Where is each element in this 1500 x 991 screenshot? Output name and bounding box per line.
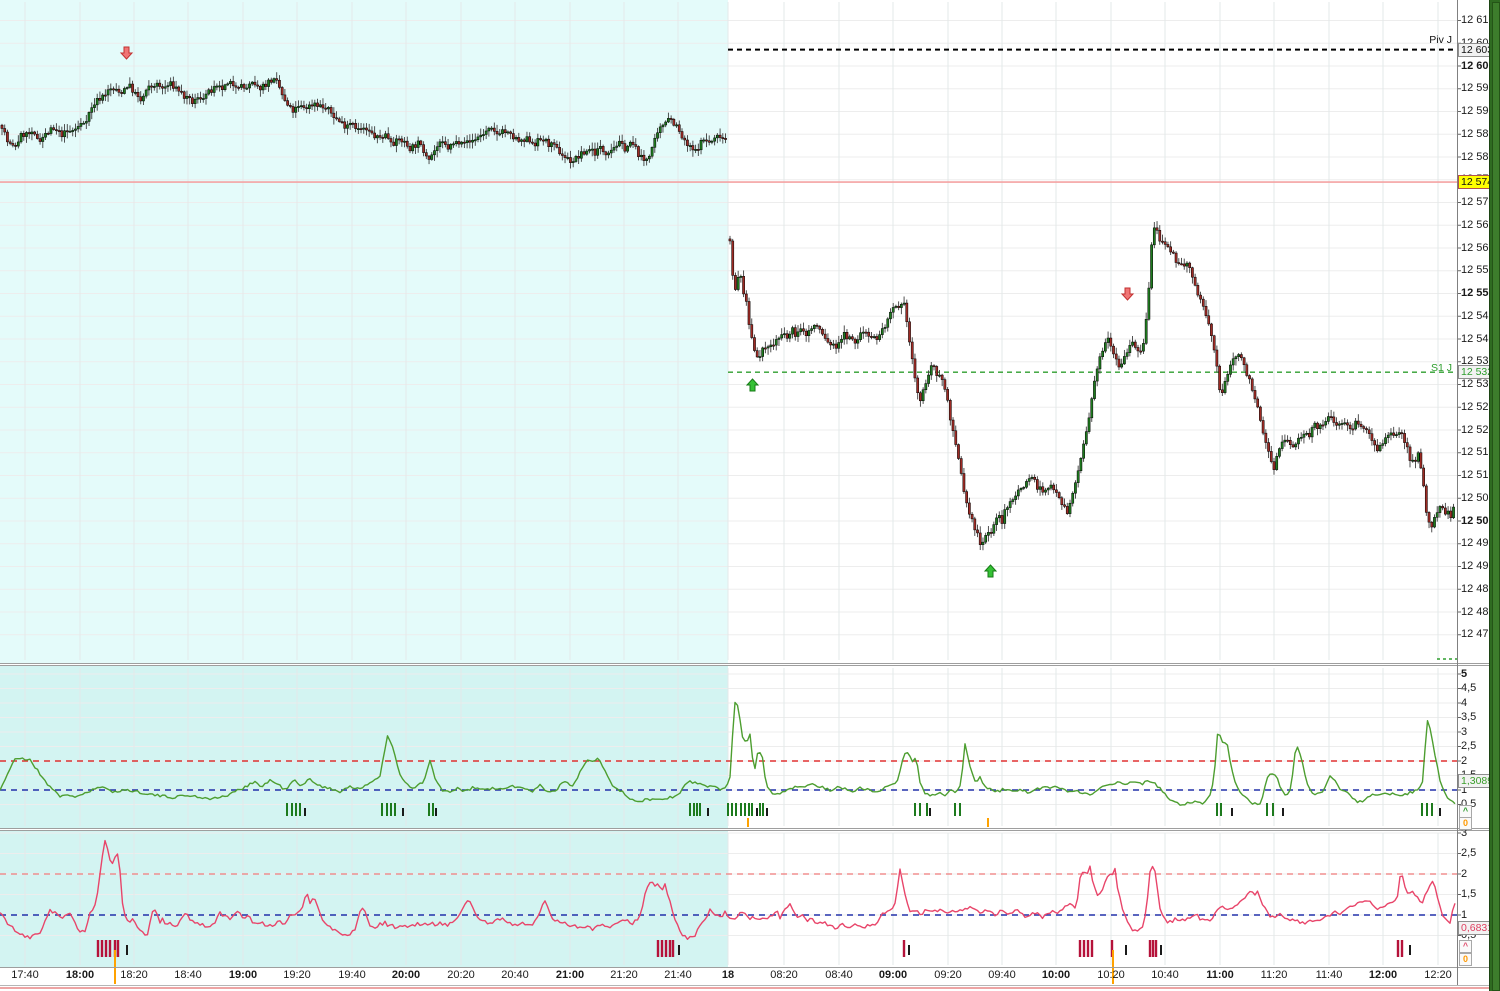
price-tick-label: 12 580 [1461,150,1495,163]
price-pane[interactable] [0,0,1457,663]
window-bottom-divider [0,987,1489,989]
oscillator1-tick-label: 2 [1461,754,1468,767]
price-tick-label: 12 500 [1461,514,1495,527]
price-tick-label: 12 540 [1461,332,1495,345]
time-tick-label: 21:00 [555,969,585,981]
time-tick-label: 11:00 [1206,969,1234,981]
oscillator2-tick-label: 2 [1461,867,1468,880]
time-tick-label: 09:40 [988,969,1016,981]
time-tick-label: 12:00 [1368,969,1398,981]
previous-session-shading [0,0,728,663]
price-tick-label: 12 600 [1461,59,1495,72]
price-tick-label: 12 535 [1461,355,1495,368]
price-tick-label: 12 565 [1461,218,1495,231]
price-tick-label: 12 520 [1461,423,1495,436]
time-tick-label: 18:20 [120,969,148,981]
oscillator2-tick-label: 1,5 [1461,888,1477,900]
price-tick-label: 12 555 [1461,264,1495,277]
time-tick-label: 08:20 [770,969,798,981]
price-tick-label: 12 485 [1461,582,1495,595]
oscillator2-zero-badge[interactable]: 0 [1459,953,1472,966]
oscillator1-tick-label: 3 [1461,725,1468,738]
price-tick-label: 12 570 [1461,196,1495,208]
price-tick-label: 12 595 [1461,82,1495,95]
time-tick-label: 10:40 [1151,969,1179,981]
time-tick-label: 21:20 [610,969,638,981]
oscillator1-zero-badge[interactable]: 0 [1459,817,1472,830]
price-tick-label: 12 560 [1461,241,1495,254]
time-tick-label: 20:20 [447,969,475,981]
price-tick-label: 12 545 [1461,309,1495,322]
time-tick-label: 19:00 [228,969,258,981]
time-tick-label: 20:40 [501,969,529,981]
time-tick-label: 09:20 [934,969,962,981]
vertical-scrollbar[interactable] [1489,0,1500,991]
time-tick-label: 19:40 [338,969,366,981]
time-tick-label: 10:00 [1041,969,1071,981]
oscillator2-tick-label: 3 [1461,826,1468,839]
oscillator2-tick-label: 2,5 [1461,847,1477,859]
price-tick-label: 12 515 [1461,446,1495,459]
time-tick-label: 12:20 [1424,969,1452,981]
oscillator1-tick-label: 5 [1461,667,1468,680]
time-tick-label: 09:00 [878,969,908,981]
oscillator1-tick-label: 3,5 [1461,711,1477,723]
time-tick-label: 11:20 [1260,969,1288,981]
time-tick-label: 21:40 [664,969,692,981]
time-tick-label: 18 [721,969,735,981]
price-tick-label: 12 495 [1461,537,1495,550]
s1-line-label: S1 J [1430,362,1452,374]
time-tick-label: 10:20 [1097,969,1125,981]
oscillator2-arrow-badge[interactable]: ^ [1459,940,1472,953]
price-tick-label: 12 475 [1461,628,1495,641]
price-tick-label: 12 530 [1461,378,1495,390]
time-tick-label: 18:00 [65,969,95,981]
oscillator1-tick-label: 4 [1461,696,1468,709]
time-tick-label: 11:40 [1315,969,1343,981]
time-tick-label: 18:40 [174,969,202,981]
price-tick-label: 12 585 [1461,127,1495,140]
price-tick-label: 12 610 [1461,14,1495,26]
oscillator1-tick-label: 1 [1461,783,1468,796]
oscillator2-value-label: 0,6831 [1458,921,1497,935]
price-tick-label: 12 590 [1461,105,1495,117]
time-tick-label: 20:00 [391,969,421,981]
oscillator1-tick-label: 4,5 [1461,682,1477,694]
time-tick-label: 19:20 [283,969,311,981]
pivot-line-label: Piv J [1429,34,1452,46]
oscillator2-tick-label: 1 [1461,908,1468,921]
oscillator1-tick-label: 2,5 [1461,740,1477,752]
scrollbar-thumb[interactable] [1492,2,1500,991]
price-tick-label: 12 480 [1461,605,1495,618]
oscillator1-value-label: 1,3089 [1458,774,1497,788]
price-tick-label: 12 490 [1461,560,1495,572]
price-tick-label: 12 510 [1461,469,1495,481]
time-tick-label: 17:40 [11,969,39,981]
price-tick-label: 12 550 [1461,287,1495,299]
price-tick-label: 12 505 [1461,491,1495,504]
time-tick-label: 08:40 [825,969,853,981]
price-tick-label: 12 525 [1461,400,1495,413]
